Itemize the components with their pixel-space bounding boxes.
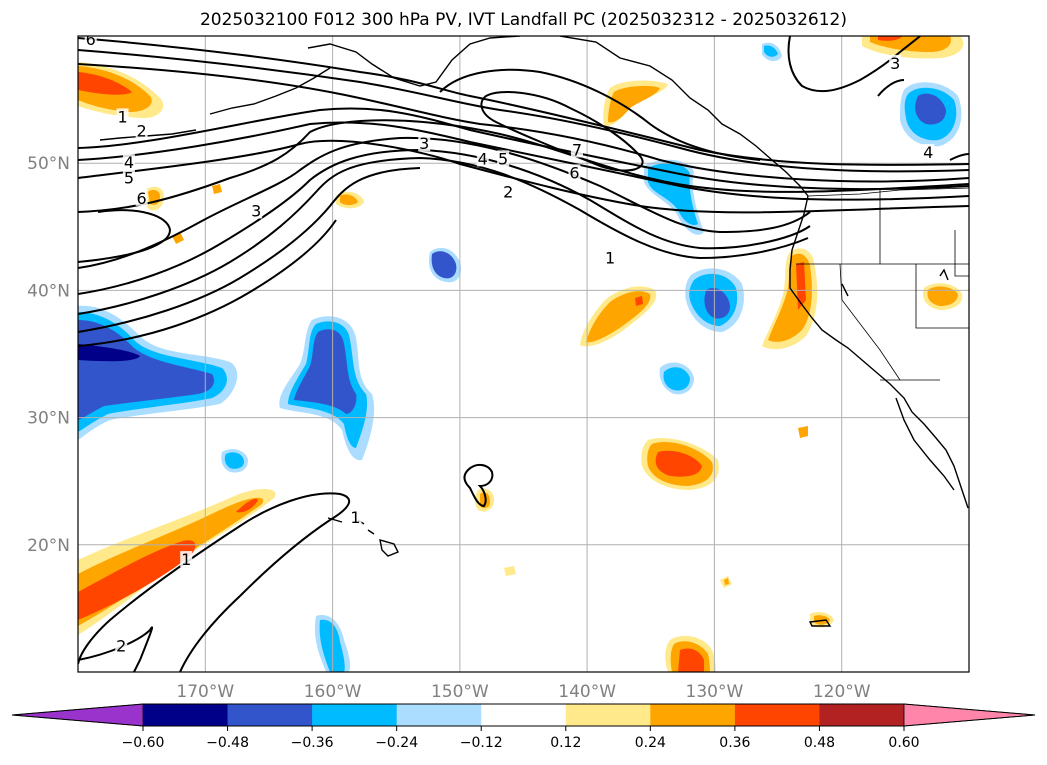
contour-label-bg	[476, 150, 489, 167]
colorbar-extend-high	[903, 703, 1036, 727]
contour-label: 4	[923, 143, 933, 162]
contour-label: 1	[181, 550, 191, 569]
lon-tick-label: 140°W	[558, 682, 616, 702]
colorbar-tick-label: 0.60	[888, 735, 919, 751]
contour-label: 6	[86, 30, 96, 49]
contour-label: 6	[569, 163, 579, 182]
contour-label: 5	[498, 149, 508, 168]
map-frame	[77, 35, 970, 673]
contour-label: 1	[605, 249, 615, 268]
colorbar-segment	[143, 704, 229, 726]
pv-contours	[78, 36, 969, 672]
contour-label-bg	[889, 54, 902, 71]
colorbar-tick-label: 0.12	[550, 735, 581, 751]
contour-label: 2	[137, 121, 147, 140]
colorbar-segment	[565, 704, 651, 726]
lat-tick-label: 40°N	[27, 281, 70, 301]
negative-anomaly-fills	[78, 42, 962, 672]
colorbar-segment	[481, 704, 567, 726]
lon-tick-label: 170°W	[176, 682, 234, 702]
contour-label: 1	[350, 508, 360, 527]
colorbar-segment	[734, 704, 820, 726]
lat-tick-label: 30°N	[27, 409, 70, 429]
contour-label: 5	[124, 168, 134, 187]
colorbar-tick-label: −0.24	[375, 735, 418, 751]
contour-label-bg	[497, 150, 510, 167]
colorbar-tick-label: −0.36	[291, 735, 334, 751]
contour-label: 6	[137, 189, 147, 208]
contour-label-bg	[349, 509, 362, 526]
map-title: 2025032100 F012 300 hPa PV, IVT Landfall…	[199, 10, 847, 30]
contour-label-bg	[135, 122, 148, 139]
colorbar-segment	[227, 704, 313, 726]
contour-label: 4	[124, 153, 134, 172]
lon-tick-label: 130°W	[686, 682, 744, 702]
contour-label-bg	[180, 551, 193, 568]
colorbar-segment	[819, 704, 905, 726]
contour-label-bg	[135, 189, 148, 206]
lon-tick-label: 160°W	[304, 682, 362, 702]
lon-tick-label: 150°W	[431, 682, 489, 702]
lat-tick-label: 50°N	[27, 154, 70, 174]
contour-label: 4	[478, 149, 488, 168]
contour-label-bg	[115, 637, 128, 654]
contour-label: 7	[572, 140, 582, 159]
latitude-labels: 50°N 40°N 30°N 20°N	[27, 154, 70, 556]
colorbar-tick-label: −0.60	[122, 735, 165, 751]
contour-label-bg	[922, 144, 935, 161]
contour-label: 3	[419, 134, 429, 153]
colorbar-tick-label: −0.48	[206, 735, 249, 751]
contour-label-bg	[250, 202, 263, 219]
colorbar-segment	[650, 704, 736, 726]
contour-label: 2	[116, 637, 126, 656]
lat-tick-label: 20°N	[27, 536, 70, 556]
contour-label: 1	[117, 107, 127, 126]
positive-anomaly-fills	[78, 36, 964, 672]
colorbar-extend-low	[11, 703, 144, 727]
colorbar-tick-label: −0.12	[460, 735, 503, 751]
colorbar-tick-label: 0.24	[635, 735, 666, 751]
contour-label-bg	[568, 164, 581, 181]
colorbar-tick-label: 0.48	[804, 735, 835, 751]
longitude-labels: 170°W 160°W 150°W 140°W 130°W 120°W	[176, 682, 870, 702]
contour-label-bg	[116, 108, 129, 125]
colorbar-segment	[312, 704, 398, 726]
contour-label-bg	[570, 141, 583, 158]
contour-label-bg	[502, 183, 515, 200]
contour-label: 2	[503, 182, 513, 201]
contour-label-bg	[604, 249, 617, 266]
colorbar: −0.60 −0.48 −0.36 −0.24 −0.12 0.12 0.24 0.36 0.4…	[11, 703, 1036, 751]
political-borders	[796, 187, 969, 381]
coastlines	[99, 36, 969, 627]
contour-label: 3	[890, 54, 900, 73]
lon-tick-label: 120°W	[813, 682, 871, 702]
contour-label-bg	[122, 154, 135, 171]
contour-label: 3	[251, 202, 261, 221]
colorbar-tick-label: 0.36	[719, 735, 750, 751]
colorbar-segment	[396, 704, 482, 726]
contour-label-bg	[122, 169, 135, 186]
contour-label-bg	[84, 36, 97, 47]
contour-label-bg	[418, 135, 431, 152]
